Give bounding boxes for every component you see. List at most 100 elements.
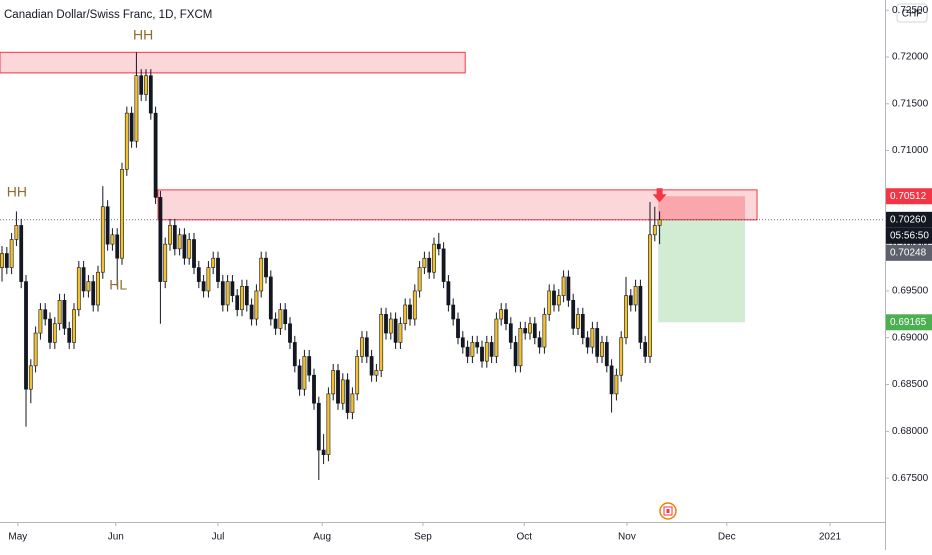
candle-body: [96, 271, 100, 306]
candle-body: [249, 304, 254, 320]
candle-body: [427, 257, 432, 273]
candle-body: [28, 365, 33, 390]
candle-body: [91, 281, 96, 306]
candle-body: [628, 295, 633, 306]
chart-title: Canadian Dollar/Swiss Franc, 1D, FXCM: [4, 9, 212, 21]
currency-button-label[interactable]: CHF: [902, 9, 923, 20]
y-tick-label: 0.72500: [892, 5, 929, 16]
candle-body: [417, 267, 422, 292]
candle-body: [657, 219, 662, 226]
price-label: 0.70260: [890, 214, 927, 225]
candle-body: [422, 257, 427, 268]
candle-body: [129, 112, 134, 142]
x-tick-label: Sep: [414, 532, 432, 543]
candle-body: [460, 337, 465, 348]
y-tick-label: 0.71000: [892, 145, 929, 156]
price-label: 0.70512: [890, 191, 927, 202]
currency-button[interactable]: [896, 3, 928, 23]
stop-zone: [658, 196, 746, 220]
candle-body: [326, 393, 331, 456]
candle-body: [355, 356, 360, 395]
candle-body: [0, 253, 4, 268]
candle-body: [489, 342, 494, 357]
y-tick-label: 0.70000: [892, 239, 929, 250]
candle-body: [240, 285, 244, 310]
candle-body: [43, 309, 48, 320]
candle-body: [196, 267, 201, 282]
candle-body: [312, 374, 316, 404]
candle-body: [451, 304, 456, 320]
candle-body: [480, 346, 484, 362]
x-tick-label: 2021: [819, 532, 842, 543]
candle-body: [537, 337, 542, 348]
y-tick-label: 0.69500: [892, 286, 929, 297]
candle-body: [566, 276, 571, 301]
candle-body: [652, 225, 657, 236]
candle-body: [465, 346, 470, 357]
candle-body: [187, 239, 192, 259]
candle-body: [321, 449, 326, 456]
candle-body: [542, 314, 547, 348]
candle-body: [225, 281, 230, 306]
bid-label: 0.70248: [890, 247, 927, 258]
candle-body: [513, 342, 518, 367]
candle-body: [139, 75, 144, 95]
candle-body: [499, 309, 504, 320]
candle-body: [446, 281, 451, 306]
candle-body: [585, 337, 590, 348]
y-tick-label: 0.68000: [892, 426, 929, 437]
candle-body: [148, 75, 153, 114]
candle-body: [412, 290, 417, 320]
candle-body: [600, 342, 604, 357]
candle-body: [456, 318, 460, 339]
candle-body: [201, 281, 206, 292]
y-tick-label: 0.67500: [892, 473, 929, 484]
annotation: HL: [109, 277, 127, 293]
candle-body: [120, 168, 124, 259]
candle-body: [604, 342, 609, 367]
candle-body: [278, 309, 283, 329]
candle-body: [398, 323, 403, 343]
candle-body: [259, 257, 264, 292]
candle-body: [62, 300, 67, 329]
x-tick-label: Oct: [516, 532, 532, 543]
price-label-bg: [886, 211, 932, 228]
resistance-zone: [0, 51, 466, 74]
candle-body: [393, 318, 398, 343]
candle-body: [177, 234, 182, 250]
annotation: HH: [133, 27, 153, 43]
candle-body: [206, 267, 211, 292]
candle-body: [470, 342, 475, 357]
candle-body: [48, 318, 52, 343]
candle-body: [441, 248, 446, 282]
candle-body: [369, 356, 374, 376]
candle-body: [432, 243, 436, 273]
candle-body: [552, 290, 556, 306]
countdown: 05:56:50: [890, 230, 929, 241]
candle-body: [561, 276, 566, 296]
candle-body: [580, 314, 585, 339]
candle-body: [110, 234, 115, 245]
candle-body: [484, 342, 489, 362]
candle-body: [336, 370, 340, 404]
candle-body: [494, 318, 499, 357]
bid-label-bg: [886, 244, 932, 261]
candle-body: [24, 281, 28, 390]
candle-body: [235, 295, 240, 310]
candle-body: [230, 281, 235, 296]
candle-body: [408, 304, 412, 320]
candle-body: [571, 300, 576, 329]
candle-body: [283, 309, 288, 324]
candle-body: [518, 328, 523, 367]
candle-body: [614, 374, 619, 395]
candle-body: [316, 402, 321, 451]
candle-body: [81, 267, 86, 292]
x-tick-label: Aug: [313, 532, 331, 543]
candle-body: [211, 257, 216, 268]
candle-body: [172, 225, 177, 250]
candle-body: [9, 239, 14, 268]
candle-body: [374, 370, 379, 376]
